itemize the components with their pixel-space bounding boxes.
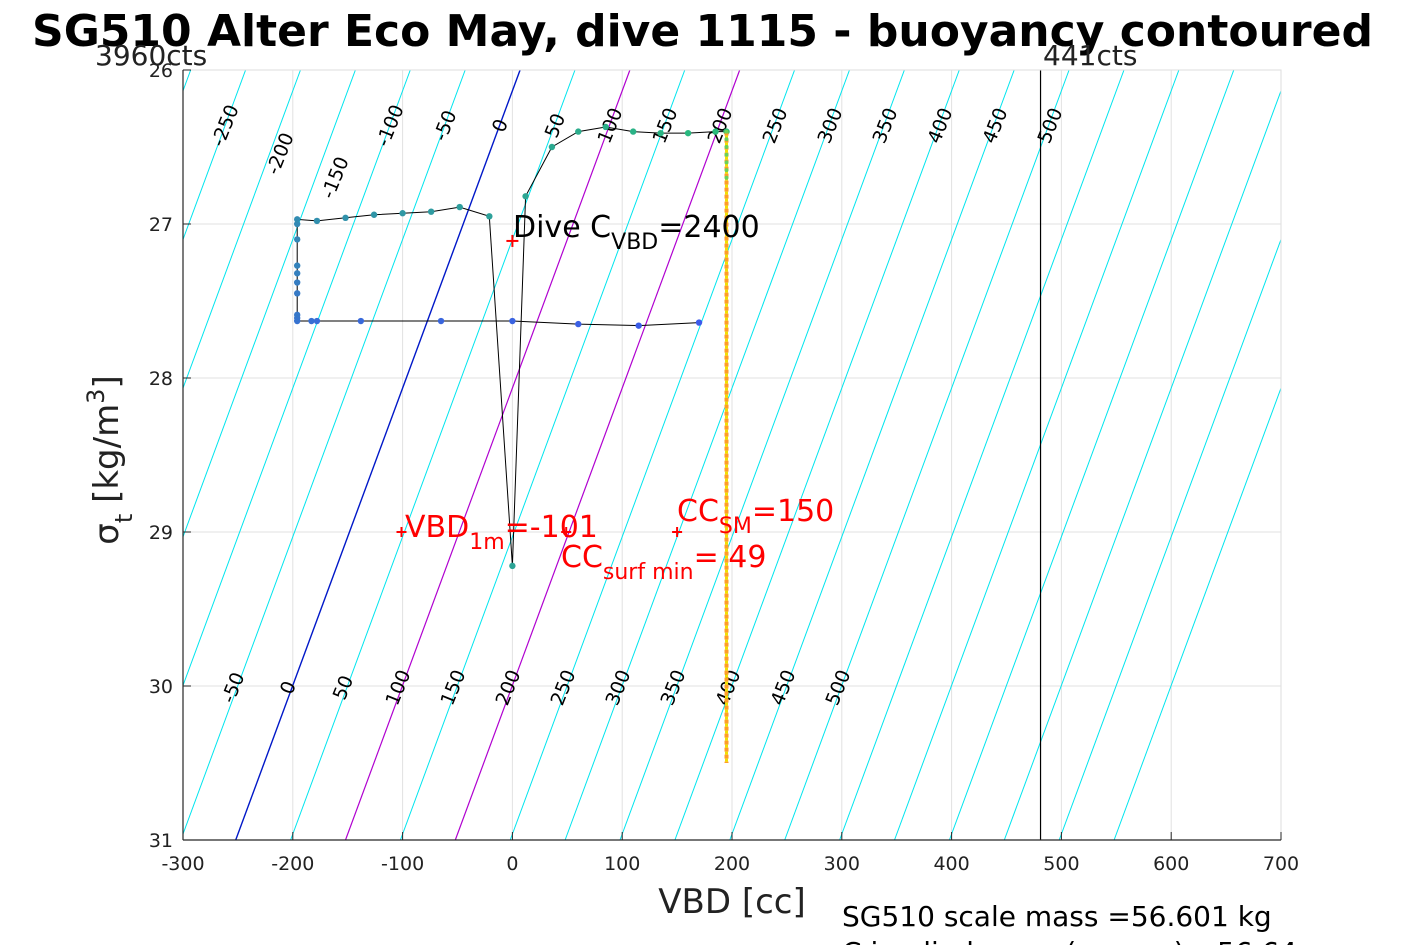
contour-16 [1113, 386, 1281, 840]
contour-0 [235, 70, 521, 840]
track-point-29 [602, 123, 609, 131]
corner-label-right: 441cts [1043, 39, 1137, 72]
track-point-20 [370, 211, 378, 218]
annotation-markers [396, 234, 683, 537]
track-point-11 [293, 290, 301, 297]
contour-15 [1058, 238, 1281, 840]
y-tick-label-4: 30 [149, 676, 173, 698]
climb-point [724, 129, 729, 134]
y-tick-labels: 26 27 28 29 30 31 [149, 60, 191, 852]
x-tick-label-3: 0 [506, 853, 518, 875]
track-point-12 [293, 279, 301, 286]
contour-4 [454, 70, 741, 840]
track-point-6 [313, 317, 321, 325]
track-point-26 [522, 193, 529, 200]
track-point-1 [635, 322, 642, 329]
y-tick-label-2: 28 [149, 368, 173, 390]
track-point-15 [293, 236, 301, 243]
track-point-21 [399, 210, 406, 217]
track-point-24 [486, 213, 493, 220]
climb-point [724, 137, 729, 142]
contour-9 [729, 70, 1015, 840]
track-point-2 [575, 320, 582, 328]
x-axis-label: VBD [cc] [658, 882, 806, 922]
x-tick-label-7: 400 [933, 853, 969, 875]
x-tick-label-1: -200 [271, 853, 314, 875]
contour-7 [619, 70, 905, 840]
track-point-13 [293, 270, 301, 277]
contour-6 [564, 70, 850, 840]
contour-13 [948, 70, 1235, 840]
track-point-30 [629, 128, 637, 135]
corner-label-left: 3960cts [95, 39, 207, 72]
x-tick-label-5: 200 [714, 853, 750, 875]
contour-8 [674, 70, 960, 840]
track-point-31 [657, 129, 664, 137]
climb-point [724, 145, 729, 149]
contour-5 [509, 70, 796, 840]
contour-12 [894, 70, 1180, 840]
contour--4 [183, 70, 301, 390]
x-tick-label-6: 300 [824, 853, 860, 875]
track-point-25 [509, 562, 516, 570]
track-point-28 [575, 128, 582, 135]
track-point-22 [427, 208, 435, 215]
contour-labels: -250-200 -150-100 -50 0 50 100 150 200 250 300 350… [207, 102, 1067, 709]
footer-scale-mass: SG510 scale mass =56.601 kg [842, 900, 1272, 933]
contour--1 [183, 70, 466, 836]
track-point-10 [293, 311, 301, 319]
dive-cvbd-annotation: Dive CVBD=2400 [513, 210, 760, 255]
track-point-27 [548, 143, 556, 151]
y-tick-label-5: 31 [149, 830, 173, 852]
climb-point [724, 152, 729, 157]
x-tick-labels: -300 -200 -100 0 100 200 300 400 500 600 700 [161, 832, 1299, 875]
y-tick-label-1: 27 [149, 214, 173, 236]
track-point-23 [456, 203, 463, 211]
track-point-17 [293, 216, 301, 223]
climb-track [724, 129, 729, 763]
x-tick-label-4: 100 [604, 853, 640, 875]
chart-title: SG510 Alter Eco May, dive 1115 - buoyanc… [32, 6, 1373, 57]
contour--5 [183, 70, 247, 241]
x-tick-label-2: -100 [381, 853, 424, 875]
cc-sm-annotation: CCSM=150 [677, 494, 834, 539]
y-tick-label-0: 26 [149, 60, 173, 82]
x-tick-label-9: 600 [1153, 853, 1189, 875]
contour-10 [784, 70, 1070, 840]
y-tick-label-3: 29 [149, 522, 173, 544]
track-point-33 [712, 128, 719, 135]
climb-point [724, 168, 729, 173]
cc-surf-min-annotation: CCsurf min= 49 [561, 540, 766, 585]
track-point-4 [437, 317, 445, 325]
track-point-18 [313, 217, 321, 225]
climb-point [724, 175, 729, 180]
contour-11 [839, 70, 1125, 840]
track-point-16 [293, 220, 301, 228]
y-axis-label: σt [kg/m3] [82, 375, 138, 544]
vbd-1m-annotation: VBD1m=-101 [405, 510, 598, 555]
dive-track-points [293, 123, 730, 570]
contour-14 [1003, 89, 1281, 840]
buoyancy-contours [183, 70, 1281, 840]
track-point-7 [308, 317, 315, 325]
track-point-19 [342, 214, 349, 222]
contour-2 [344, 70, 631, 840]
footer-implied-mass: C implied mass (energy) =56.64 [842, 936, 1297, 945]
track-point-0 [695, 319, 703, 326]
x-tick-label-8: 500 [1043, 853, 1079, 875]
track-point-32 [684, 129, 692, 137]
track-point-3 [509, 317, 516, 325]
climb-point [724, 160, 729, 165]
contour-3 [399, 70, 686, 840]
x-tick-label-0: -300 [161, 853, 204, 875]
contour--3 [183, 70, 356, 539]
track-point-5 [357, 317, 365, 325]
contour--2 [183, 70, 411, 687]
x-tick-label-10: 700 [1263, 853, 1299, 875]
track-point-14 [293, 262, 301, 269]
